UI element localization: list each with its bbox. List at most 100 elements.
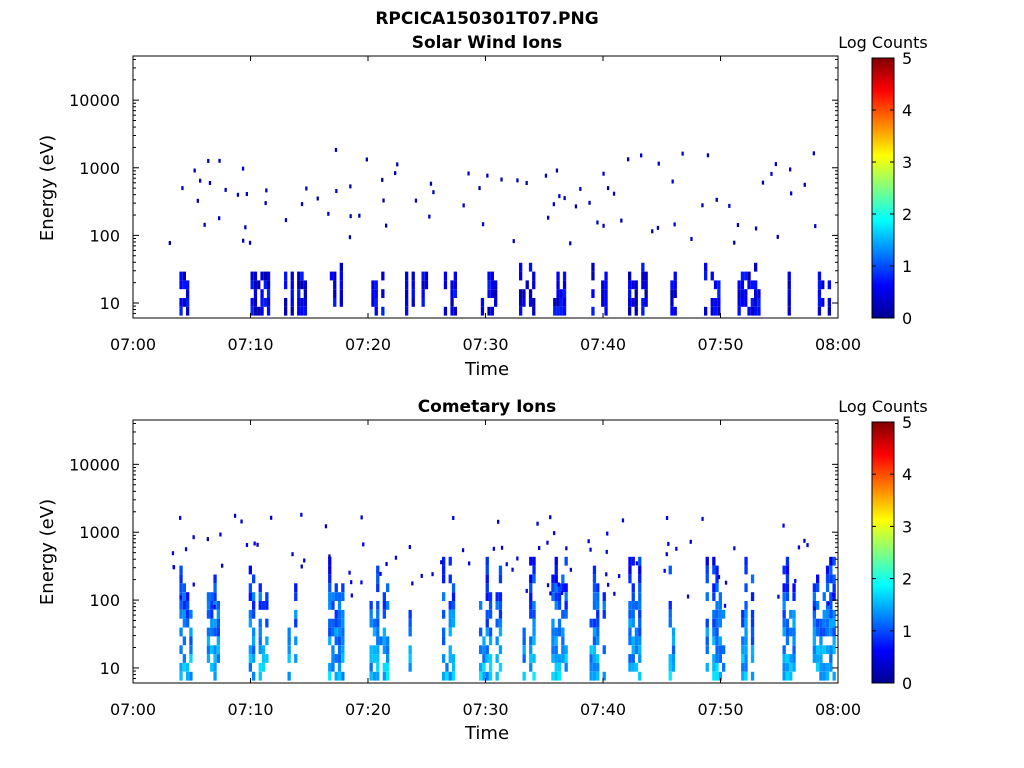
spectrogram-cell bbox=[812, 601, 816, 610]
spectrogram-cell bbox=[252, 645, 256, 655]
spectrogram-cell bbox=[261, 662, 266, 672]
spectrogram-cell bbox=[179, 565, 183, 575]
spectrogram-cell bbox=[782, 609, 786, 619]
spectrogram-cell bbox=[328, 662, 332, 672]
spectrogram-cell bbox=[832, 618, 836, 628]
spectrogram-cell bbox=[557, 618, 562, 628]
spectrogram-cell bbox=[182, 592, 186, 601]
spectrogram-cell bbox=[261, 601, 266, 610]
spectrogram-cell bbox=[705, 645, 709, 655]
spectrogram-cell bbox=[498, 645, 503, 655]
spectrogram-cell bbox=[628, 306, 632, 316]
spectrogram-cell bbox=[816, 627, 820, 637]
spectrogram-cell bbox=[241, 166, 245, 171]
spectrogram-cell bbox=[411, 280, 415, 290]
spectrogram-cell bbox=[328, 556, 332, 566]
spectrogram-cell bbox=[712, 565, 716, 575]
spectrogram-cell bbox=[498, 565, 503, 575]
spectrogram-cell bbox=[334, 671, 338, 681]
spectrogram-cell bbox=[554, 654, 558, 663]
spectrogram-cell bbox=[741, 636, 745, 646]
spectrogram-cell bbox=[495, 601, 499, 610]
spectrogram-cell bbox=[750, 671, 755, 681]
spectrogram-cell bbox=[554, 627, 558, 637]
spectrogram-cell bbox=[328, 583, 332, 593]
spectrogram-cell bbox=[557, 583, 562, 593]
spectrogram-cell bbox=[179, 609, 183, 619]
spectrogram-cell bbox=[333, 289, 337, 298]
spectrogram-cell bbox=[369, 662, 373, 672]
spectrogram-cell bbox=[668, 671, 672, 681]
spectrogram-cell bbox=[641, 298, 645, 307]
spectrogram-cell bbox=[488, 592, 493, 601]
spectrogram-cell bbox=[420, 573, 423, 578]
spectrogram-cell bbox=[785, 583, 790, 593]
spectrogram-cell bbox=[297, 271, 301, 281]
spectrogram-cell bbox=[602, 645, 606, 655]
spectrogram-cell bbox=[300, 202, 304, 207]
spectrogram-cell bbox=[490, 271, 494, 281]
spectrogram-cell bbox=[715, 662, 719, 672]
spectrogram-cell bbox=[701, 203, 704, 208]
spectrogram-cell bbox=[546, 540, 549, 545]
spectrogram-cell bbox=[821, 280, 825, 290]
spectrogram-cell bbox=[324, 524, 328, 529]
spectrogram-cell bbox=[265, 618, 269, 628]
spectrogram-cell bbox=[213, 654, 217, 663]
spectrogram-cell bbox=[348, 235, 352, 240]
spectrogram-cell bbox=[832, 671, 836, 681]
spectrogram-cell bbox=[252, 671, 256, 681]
spectrogram-cell bbox=[817, 298, 822, 307]
spectrogram-cell bbox=[712, 662, 716, 672]
spectrogram-cell bbox=[443, 271, 448, 281]
spectrogram-cell bbox=[605, 572, 608, 577]
spectrogram-cell bbox=[634, 280, 638, 290]
spectrogram-cell bbox=[498, 662, 503, 672]
spectrogram-cell bbox=[179, 280, 183, 290]
spectrogram-cell bbox=[297, 289, 301, 298]
spectrogram-cell bbox=[602, 601, 606, 610]
spectrogram-cell bbox=[554, 592, 558, 601]
spectrogram-cell bbox=[210, 618, 214, 628]
spectrogram-cell bbox=[329, 271, 334, 281]
colorbar-tick-label: 0 bbox=[902, 309, 912, 328]
spectrogram-cell bbox=[562, 271, 567, 281]
spectrogram-cell bbox=[192, 535, 195, 540]
spectrogram-cell bbox=[634, 298, 638, 307]
spectrogram-cell bbox=[287, 645, 291, 655]
spectrogram-cell bbox=[331, 601, 335, 610]
spectrogram-cell bbox=[334, 618, 338, 628]
spectrogram-cell bbox=[829, 645, 833, 655]
spectrogram-cell bbox=[816, 654, 820, 663]
spectrogram-cell bbox=[829, 592, 833, 601]
spectrogram-cell bbox=[715, 609, 719, 619]
spectrogram-cell bbox=[348, 570, 351, 575]
spectrogram-cell bbox=[605, 549, 608, 554]
spectrogram-cell bbox=[631, 636, 635, 646]
spectrogram-cell bbox=[744, 298, 748, 307]
spectrogram-cell bbox=[789, 627, 793, 637]
spectrogram-cell bbox=[485, 618, 489, 628]
spectrogram-cell bbox=[549, 591, 552, 596]
spectrogram-cell bbox=[712, 583, 716, 593]
spectrogram-cell bbox=[261, 654, 266, 663]
spectrogram-cell bbox=[563, 196, 566, 201]
spectrogram-cell bbox=[451, 592, 456, 601]
spectrogram-cell bbox=[710, 306, 714, 316]
spectrogram-cell bbox=[592, 636, 597, 646]
spectrogram-cell bbox=[488, 636, 493, 646]
spectrogram-cell bbox=[512, 239, 515, 244]
spectrogram-cell bbox=[405, 306, 409, 316]
spectrogram-cell bbox=[819, 627, 823, 637]
spectrogram-cell bbox=[448, 654, 452, 663]
spectrogram-cell bbox=[792, 662, 796, 672]
spectrogram-cell bbox=[641, 271, 645, 281]
spectrogram-cell bbox=[261, 645, 266, 655]
spectrogram-cell bbox=[750, 306, 754, 316]
spectrogram-cell bbox=[792, 609, 796, 619]
spectrogram-cell bbox=[405, 280, 409, 290]
x-tick-label: 07:00 bbox=[110, 335, 156, 354]
spectrogram-cell bbox=[328, 636, 332, 646]
spectrogram-cell bbox=[596, 627, 600, 637]
spectrogram-cell bbox=[789, 167, 792, 172]
